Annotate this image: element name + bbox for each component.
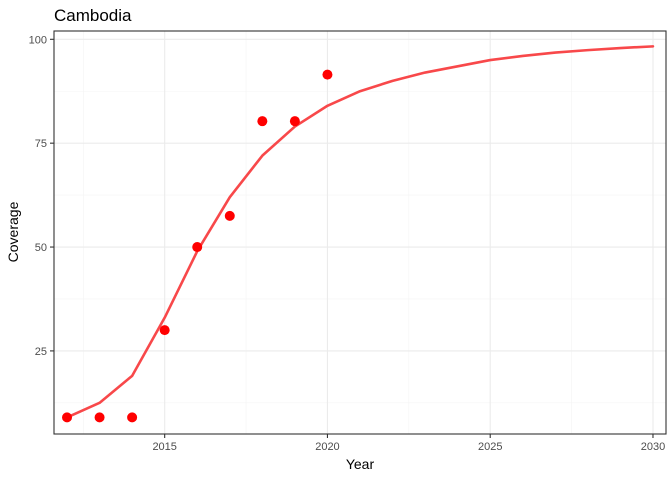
y-tick-label: 75 <box>35 138 47 150</box>
fitted-curve <box>65 45 655 419</box>
x-tick-label: 2015 <box>152 441 176 453</box>
x-tick-label: 2020 <box>315 441 339 453</box>
y-tick-label: 100 <box>29 34 47 46</box>
chart-title: Cambodia <box>54 6 132 25</box>
data-point <box>62 412 73 423</box>
y-axis-title: Coverage <box>5 201 21 262</box>
x-axis: 2015 2020 2025 2030 <box>152 434 665 453</box>
x-tick-label: 2025 <box>478 441 502 453</box>
data-point <box>159 325 170 336</box>
data-point <box>322 69 333 80</box>
grid <box>54 31 666 434</box>
observed-points <box>62 69 333 423</box>
data-point <box>94 412 105 423</box>
panel-border <box>53 30 667 435</box>
fitted-curve-line <box>65 45 655 419</box>
y-tick-label: 50 <box>35 242 47 254</box>
data-point <box>192 242 203 253</box>
x-tick-label: 2030 <box>641 441 665 453</box>
y-tick-label: 25 <box>35 346 47 358</box>
data-point <box>127 412 138 423</box>
data-point <box>257 116 268 127</box>
y-axis: 25 50 75 100 <box>29 34 54 358</box>
x-axis-title: Year <box>346 456 375 472</box>
data-point <box>224 210 235 221</box>
data-point <box>289 116 300 127</box>
